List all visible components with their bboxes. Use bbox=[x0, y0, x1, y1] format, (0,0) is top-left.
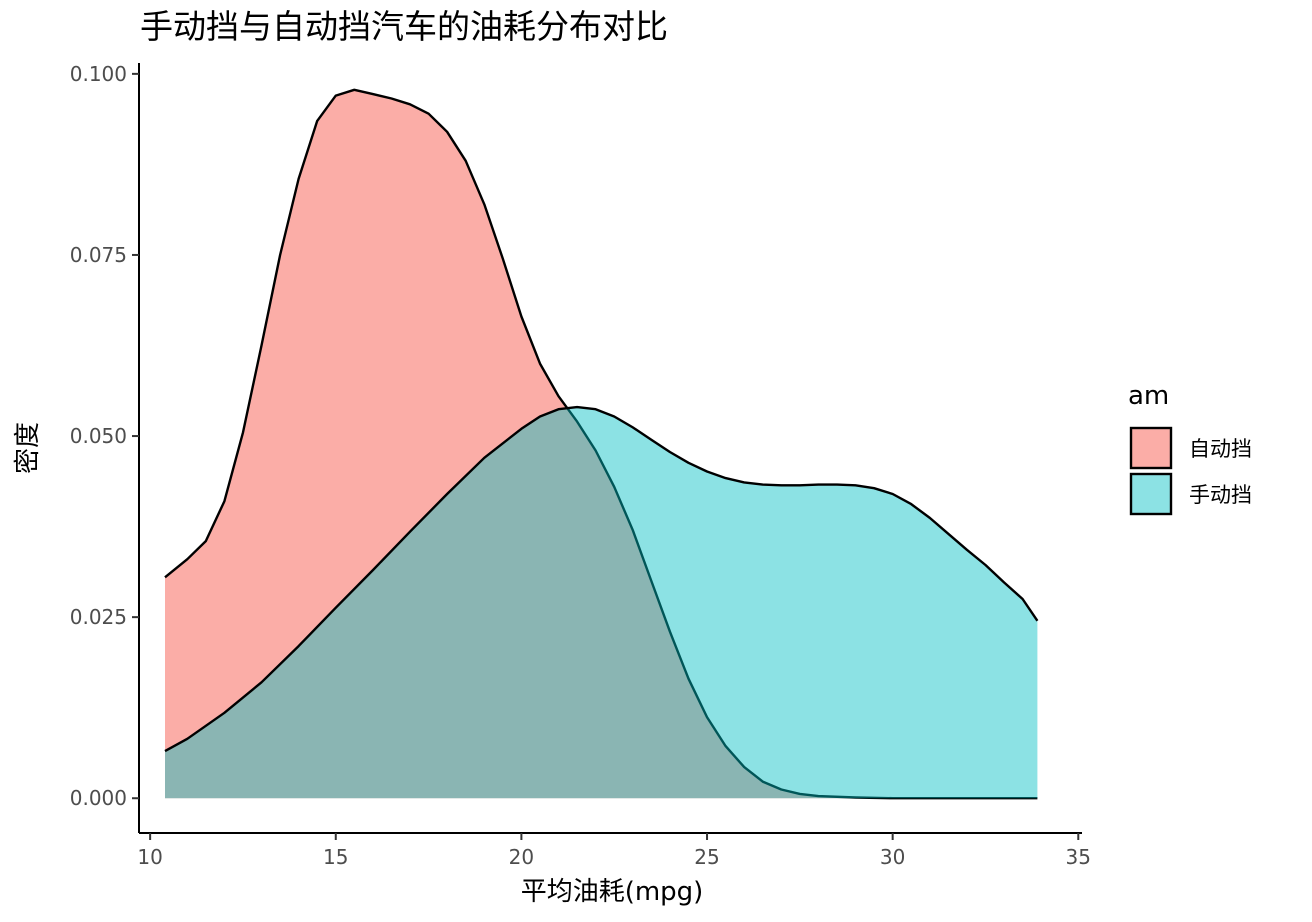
x-axis-title: 平均油耗(mpg) bbox=[521, 877, 704, 907]
x-tick-label: 20 bbox=[509, 845, 534, 869]
y-axis-ticks: 0.000 0.025 0.050 0.075 0.100 bbox=[70, 62, 139, 810]
x-axis-ticks: 10 15 20 25 30 35 bbox=[137, 833, 1091, 869]
legend-label-series-1: 手动挡 bbox=[1189, 483, 1252, 507]
y-tick-label: 0.100 bbox=[70, 62, 127, 86]
y-tick-label: 0.025 bbox=[70, 605, 127, 629]
plot-area bbox=[164, 88, 1039, 800]
density-line-series-0 bbox=[164, 88, 1038, 800]
legend-key-series-1 bbox=[1129, 472, 1173, 516]
legend-title: am bbox=[1128, 381, 1169, 411]
y-axis-title: 密度 bbox=[13, 422, 43, 474]
density-area-series-1 bbox=[165, 407, 1038, 799]
legend-label-series-0: 自动挡 bbox=[1189, 437, 1252, 461]
legend-key-bg bbox=[1130, 473, 1172, 515]
x-tick-label: 35 bbox=[1066, 845, 1091, 869]
x-tick-label: 10 bbox=[137, 845, 162, 869]
y-tick-label: 0.050 bbox=[70, 424, 127, 448]
y-tick-label: 0.075 bbox=[70, 243, 127, 267]
x-tick-label: 30 bbox=[880, 845, 905, 869]
density-line-series-1 bbox=[164, 405, 1039, 753]
density-area-series-0 bbox=[165, 89, 1038, 799]
x-tick-label: 25 bbox=[694, 845, 719, 869]
x-tick-label: 15 bbox=[323, 845, 348, 869]
chart-title: 手动挡与自动挡汽车的油耗分布对比 bbox=[140, 7, 668, 46]
y-tick-label: 0.000 bbox=[70, 786, 127, 810]
legend-key-series-0 bbox=[1129, 426, 1173, 470]
